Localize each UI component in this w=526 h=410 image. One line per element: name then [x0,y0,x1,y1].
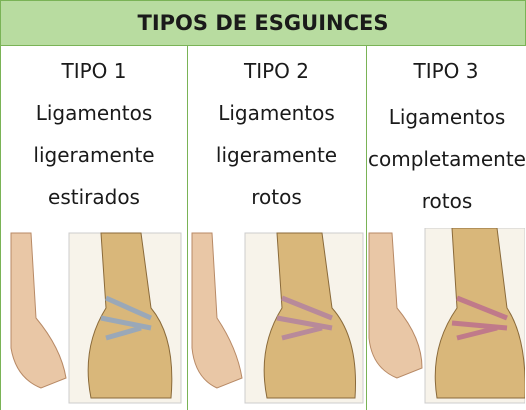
column: TIPO 1 Ligamentos ligeramente estirados [0,46,188,410]
column: TIPO 3 Ligamentos completamente rotos [367,46,525,410]
column-description: Ligamentos ligeramente rotos [215,101,338,209]
column-title: TIPO 1 [61,59,127,83]
illustration [10,232,182,404]
column-description: Ligamentos ligeramente estirados [33,101,155,209]
table-title: TIPOS DE ESGUINCES [0,0,526,46]
column-title: TIPO 3 [413,59,479,83]
column: TIPO 2 Ligamentos ligeramente rotos [187,46,367,410]
illustration [368,228,525,404]
column-description: Ligamentos completamente rotos [368,105,525,213]
column-title: TIPO 2 [244,59,309,83]
illustration [191,232,364,404]
